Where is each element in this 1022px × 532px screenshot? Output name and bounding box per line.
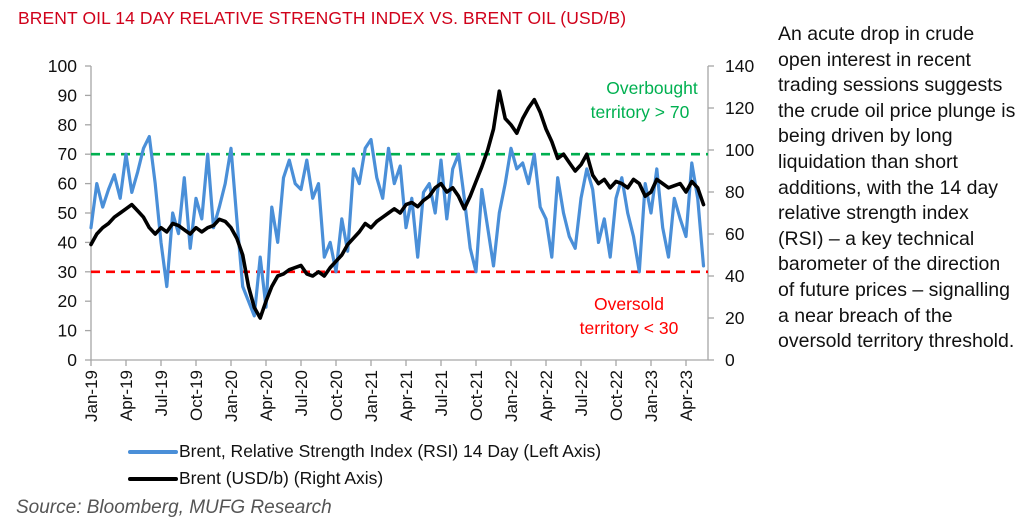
brent-price-series-line [89, 89, 706, 320]
right-axis-tick-label: 100 [725, 140, 754, 160]
x-axis-tick-label: Oct-22 [607, 370, 626, 421]
left-axis-tick-label: 100 [48, 56, 77, 76]
left-axis-tick-label: 70 [58, 144, 78, 164]
x-axis-tick-label: Apr-23 [677, 370, 696, 421]
x-axis-tick-label: Oct-21 [467, 370, 486, 421]
annotations: Overbought territory > 70 Oversold terri… [580, 78, 698, 338]
x-axis-tick-label: Jan-21 [362, 370, 381, 422]
right-axis-tick-label: 120 [725, 98, 754, 118]
right-axis-tick-label: 140 [725, 56, 754, 76]
axes: 0 10 20 30 40 50 60 70 80 90 100 0 20 40 60 80 100 120 140… [48, 56, 755, 422]
left-axis-tick-label: 40 [58, 232, 78, 252]
oversold-label-line2: territory < 30 [580, 318, 679, 338]
series [89, 89, 706, 320]
x-axis-tick-label: Jan-23 [642, 370, 661, 422]
x-axis-tick-label: Jan-22 [502, 370, 521, 422]
x-axis-tick-label: Jan-19 [82, 370, 101, 422]
right-axis-tick-label: 40 [725, 266, 745, 286]
left-axis-tick-label: 80 [58, 115, 78, 135]
chart: 0 10 20 30 40 50 60 70 80 90 100 0 20 40 60 80 100 120 140… [48, 56, 755, 422]
right-axis-tick-label: 0 [725, 350, 735, 370]
legend-swatch-rsi [128, 449, 178, 454]
legend-swatch-brent [128, 476, 178, 481]
legend-label-rsi: Brent, Relative Strength Index (RSI) 14 … [179, 441, 602, 461]
chart-title: BRENT OIL 14 DAY RELATIVE STRENGTH INDEX… [18, 8, 627, 28]
left-axis-tick-label: 90 [58, 85, 78, 105]
left-axis-tick-label: 30 [58, 262, 78, 282]
reference-lines [91, 152, 708, 274]
x-axis-tick-label: Oct-20 [327, 370, 346, 421]
x-axis-tick-label: Apr-19 [117, 370, 136, 421]
rsi-series-line [89, 135, 706, 318]
right-axis-tick-label: 20 [725, 308, 745, 328]
x-axis-tick-label: Apr-22 [537, 370, 556, 421]
x-axis-tick-label: Apr-21 [397, 370, 416, 421]
left-axis-tick-label: 20 [58, 291, 78, 311]
legend-label-brent: Brent (USD/b) (Right Axis) [179, 468, 384, 488]
x-axis-tick-label: Jan-20 [222, 370, 241, 422]
legend-item-rsi: Brent, Relative Strength Index (RSI) 14 … [128, 441, 601, 462]
overbought-label-line1: Overbought [606, 78, 698, 98]
x-axis-tick-label: Jul-19 [152, 370, 171, 416]
x-axis-tick-label: Jul-21 [432, 370, 451, 416]
left-axis-tick-label: 0 [67, 350, 77, 370]
left-axis-tick-label: 60 [58, 174, 78, 194]
overbought-label-line2: territory > 70 [591, 102, 690, 122]
oversold-label-line1: Oversold [594, 294, 664, 314]
left-axis-tick-label: 10 [58, 321, 78, 341]
x-axis-tick-label: Jul-20 [292, 370, 311, 416]
left-axis-tick-label: 50 [58, 203, 78, 223]
x-axis-tick-label: Apr-20 [257, 370, 276, 421]
commentary-paragraph: An acute drop in crude open interest in … [778, 23, 1016, 353]
x-axis-tick-label: Jul-22 [572, 370, 591, 416]
right-axis-tick-label: 80 [725, 182, 745, 202]
source-note: Source: Bloomberg, MUFG Research [16, 497, 332, 518]
legend-item-brent: Brent (USD/b) (Right Axis) [128, 468, 383, 489]
x-axis-tick-label: Oct-19 [187, 370, 206, 421]
right-axis-tick-label: 60 [725, 224, 745, 244]
